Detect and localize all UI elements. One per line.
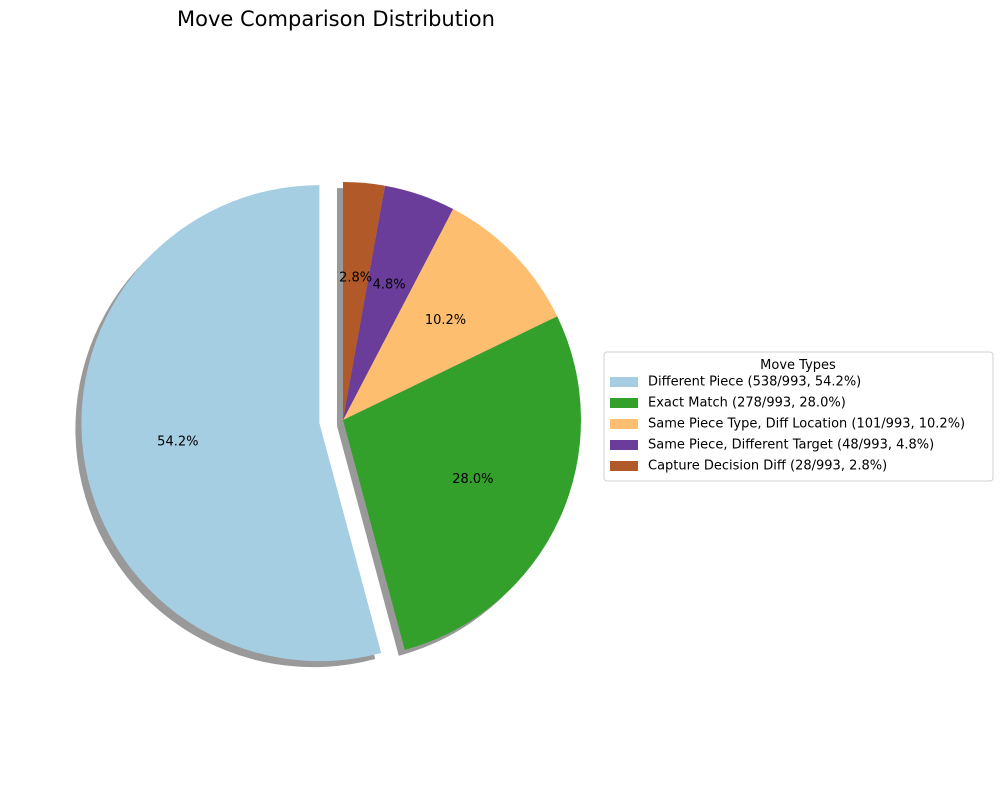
pct-label-same-piece-type-diff-location: 10.2% bbox=[425, 313, 466, 328]
legend-entries: Different Piece (538/993, 54.2%) Exact Ma… bbox=[610, 375, 965, 474]
pie-slice-same-piece-type-diff-location bbox=[343, 208, 558, 420]
legend-swatch-exact-match bbox=[610, 398, 638, 408]
legend-label-same-piece-type-diff-location: Same Piece Type, Diff Location (101/993,… bbox=[648, 417, 965, 432]
legend-label-different-piece: Different Piece (538/993, 54.2%) bbox=[648, 375, 861, 390]
legend-entry-same-piece-different-target: Same Piece, Different Target (48/993, 4.… bbox=[610, 438, 934, 453]
legend-label-same-piece-different-target: Same Piece, Different Target (48/993, 4.… bbox=[648, 438, 934, 453]
legend-title: Move Types bbox=[760, 358, 836, 373]
legend: Move Types Different Piece (538/993, 54.… bbox=[603, 351, 994, 482]
legend-frame bbox=[603, 351, 994, 482]
legend-label-capture-decision-diff: Capture Decision Diff (28/993, 2.8%) bbox=[648, 459, 887, 474]
pct-label-exact-match: 28.0% bbox=[452, 472, 493, 487]
legend-entry-different-piece: Different Piece (538/993, 54.2%) bbox=[610, 375, 861, 390]
legend-entry-exact-match: Exact Match (278/993, 28.0%) bbox=[610, 396, 846, 411]
legend-label-exact-match: Exact Match (278/993, 28.0%) bbox=[648, 396, 846, 411]
chart-title: Move Comparison Distribution bbox=[177, 7, 495, 31]
pie-slice-same-piece-different-target bbox=[343, 185, 454, 420]
pie-slices bbox=[81, 182, 581, 662]
legend-swatch-different-piece bbox=[610, 377, 638, 387]
pie-slice-different-piece bbox=[81, 185, 382, 662]
legend-swatch-same-piece-type-diff-location bbox=[610, 419, 638, 429]
pct-label-same-piece-different-target: 4.8% bbox=[373, 277, 406, 292]
pct-label-different-piece: 54.2% bbox=[157, 434, 198, 449]
pie-slice-capture-decision-diff bbox=[343, 182, 385, 420]
pct-label-capture-decision-diff: 2.8% bbox=[339, 270, 372, 285]
legend-swatch-capture-decision-diff bbox=[610, 461, 638, 471]
legend-entry-same-piece-type-diff-location: Same Piece Type, Diff Location (101/993,… bbox=[610, 417, 965, 432]
legend-entry-capture-decision-diff: Capture Decision Diff (28/993, 2.8%) bbox=[610, 459, 887, 474]
pie-slice-exact-match bbox=[343, 316, 581, 650]
pie-percent-labels: 54.2% 28.0% 10.2% 4.8%2.8% bbox=[157, 270, 493, 487]
legend-swatch-same-piece-different-target bbox=[610, 440, 638, 450]
